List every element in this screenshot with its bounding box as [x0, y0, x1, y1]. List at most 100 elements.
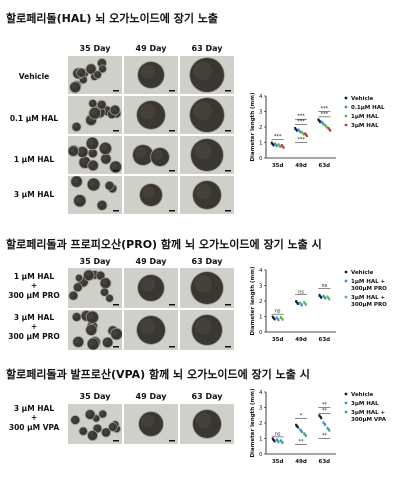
panel-vpa-col-35: 35 Day [79, 392, 111, 401]
legend-label: 3μM HAL [351, 123, 379, 129]
data-point [328, 298, 331, 301]
x-tick-label: 63d [319, 337, 331, 343]
panel-pro-title: 할로페리돌과 프로피오산(PRO) 함께 뇌 오가노이드에 장기 노출 시 [6, 238, 322, 251]
x-tick-label: 35d [272, 459, 284, 465]
data-point [273, 440, 276, 443]
data-point [304, 434, 307, 438]
legend-label: 3μM HAL + [351, 410, 386, 416]
legend-marker [344, 270, 348, 274]
legend-label: 0.1μM HAL [351, 105, 385, 111]
organoid-image [124, 136, 178, 174]
data-point [275, 145, 278, 148]
y-tick-label: 4 [259, 94, 263, 100]
y-axis-label: Diameter length (mm) [250, 266, 256, 336]
data-point [296, 302, 299, 306]
organoid-image [124, 404, 178, 444]
panel-hal-col-49: 49 Day [135, 44, 167, 53]
organoid-image [180, 404, 234, 444]
significance-label: ** [322, 402, 328, 408]
data-point [300, 431, 303, 434]
legend-marker [344, 279, 348, 283]
legend-marker [344, 123, 348, 127]
x-tick-label: 49d [295, 337, 307, 343]
significance-label: ** [299, 439, 305, 445]
y-tick-label: 3 [259, 110, 263, 116]
significance-label: * [300, 413, 303, 419]
organoid-image [124, 310, 178, 350]
y-tick-label: 1 [259, 437, 263, 443]
data-point [302, 133, 305, 136]
significance-label: ** [322, 408, 328, 414]
data-point [282, 146, 285, 149]
y-tick-label: 0 [259, 452, 263, 458]
data-point [295, 129, 298, 132]
x-tick-label: 49d [295, 459, 307, 465]
data-point [273, 318, 276, 321]
organoid-image [124, 176, 178, 214]
organoid-image [180, 96, 234, 134]
data-point [281, 441, 284, 445]
organoid-image [68, 96, 122, 134]
significance-label: ns [275, 309, 281, 315]
data-point [305, 135, 308, 138]
y-tick-label: 2 [259, 125, 263, 131]
organoid-image [68, 268, 122, 308]
legend-label: Vehicle [351, 392, 374, 398]
panel-pro-row-3: 3 μM HAL + 300 μM PRO [8, 313, 60, 341]
legend-marker [344, 96, 348, 100]
organoid-image [180, 176, 234, 214]
legend-marker [344, 105, 348, 109]
y-tick-label: 0 [259, 156, 263, 162]
panel-pro-col-35: 35 Day [79, 257, 111, 266]
significance-label: ** [322, 433, 328, 439]
data-point [296, 426, 299, 429]
y-axis-label: Diameter length (mm) [250, 388, 256, 458]
y-tick-label: 3 [259, 284, 263, 290]
panel-hal-row-0-1: 0.1 μM HAL [9, 114, 59, 123]
panel-hal-col-35: 35 Day [79, 44, 111, 53]
y-tick-label: 4 [259, 390, 263, 396]
data-point [320, 296, 323, 299]
x-tick-label: 63d [319, 459, 331, 465]
data-point [320, 417, 323, 420]
panel-vpa-title: 할로페리돌과 발프로산(VPA) 함께 뇌 오가노이드에 장기 노출 시 [6, 368, 310, 381]
panel-hal-row-vehicle: Vehicle [18, 72, 50, 81]
legend-marker [344, 114, 348, 118]
legend-label: Vehicle [351, 96, 374, 102]
organoid-image [124, 56, 178, 94]
organoid-image [180, 136, 234, 174]
organoid-image [68, 404, 122, 444]
legend-label: 300μM PRO [351, 302, 387, 308]
organoid-image [68, 176, 122, 214]
significance-label: *** [297, 119, 305, 125]
legend-label: 300μM PRO [351, 286, 387, 292]
data-point [304, 303, 307, 306]
significance-label: *** [297, 114, 305, 120]
panel-hal-row-3: 3 μM HAL [13, 190, 55, 199]
legend-label: Vehicle [351, 270, 374, 276]
data-point [328, 429, 331, 432]
significance-label: ns [275, 431, 281, 437]
panel-vpa-col-63: 63 Day [191, 392, 223, 401]
organoid-image [124, 268, 178, 308]
data-point [324, 424, 327, 427]
organoid-image [68, 56, 122, 94]
legend-marker [344, 392, 348, 396]
y-tick-label: 1 [259, 141, 263, 147]
significance-label: ns [298, 289, 304, 295]
panel-vpa-row-3: 3 μM HAL + 300 μM VPA [8, 404, 60, 432]
panel-hal-chart: 0 1 2 3 4 Diameter length (mm) 35d 49d 63d *** ***… [244, 88, 404, 178]
x-tick-label: 49d [295, 163, 307, 169]
data-point [272, 144, 275, 147]
significance-label: *** [297, 137, 305, 143]
panel-pro-col-63: 63 Day [191, 257, 223, 266]
panel-pro-chart: 0 1 2 3 4 Diameter length (mm) 35d 49d 63d ns ns ns… [244, 262, 404, 352]
organoid-image [180, 268, 234, 308]
data-point [300, 304, 303, 307]
data-point [277, 441, 280, 444]
y-tick-label: 0 [259, 330, 263, 336]
x-tick-label: 63d [319, 163, 331, 169]
y-axis-label: Diameter length (mm) [250, 92, 256, 162]
y-tick-label: 1 [259, 315, 263, 321]
organoid-image [68, 136, 122, 174]
